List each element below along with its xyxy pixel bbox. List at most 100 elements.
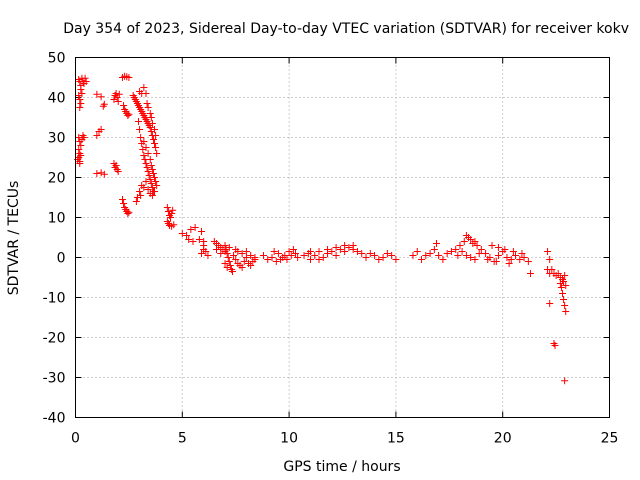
data-point (238, 250, 246, 257)
data-point (97, 93, 105, 101)
data-point (358, 250, 366, 257)
data-point (561, 272, 569, 279)
data-point (353, 248, 361, 255)
data-point (93, 90, 101, 98)
data-point (285, 248, 293, 255)
data-point (76, 104, 84, 111)
data-point (152, 132, 160, 139)
data-point (462, 252, 470, 259)
data-point (142, 178, 150, 185)
data-point (306, 256, 314, 263)
data-point (120, 200, 128, 207)
data-point (100, 170, 108, 178)
data-point (189, 238, 197, 245)
data-point (146, 124, 154, 131)
data-point (270, 248, 278, 255)
data-point (230, 252, 238, 259)
y-tick-label: -10 (43, 291, 66, 307)
data-point (560, 296, 568, 303)
data-point (140, 152, 148, 159)
data-point (477, 246, 485, 253)
data-point (524, 258, 532, 265)
data-point (77, 86, 85, 93)
data-point (471, 256, 479, 263)
data-point (482, 250, 490, 257)
data-point (78, 90, 86, 97)
data-point (148, 120, 156, 127)
data-point (143, 164, 151, 171)
data-point (167, 214, 175, 221)
data-point (191, 224, 199, 231)
data-point (153, 150, 161, 157)
data-point (198, 228, 206, 235)
data-point (430, 246, 438, 253)
data-point (467, 236, 475, 243)
data-point (147, 114, 155, 121)
data-point (238, 264, 246, 271)
data-point (146, 176, 154, 183)
y-tick-label: 40 (48, 91, 66, 107)
data-point (148, 192, 156, 199)
data-point (75, 146, 83, 153)
data-point (228, 268, 236, 275)
x-tick-label: 5 (178, 431, 187, 447)
data-point (76, 96, 84, 103)
data-point (501, 246, 509, 253)
data-point (124, 210, 132, 217)
data-point (518, 250, 526, 257)
data-point (195, 236, 203, 243)
data-point (153, 182, 161, 189)
data-point (147, 180, 155, 187)
data-point (198, 250, 206, 257)
y-axis-label: SDTVAR / TECUs (6, 181, 22, 296)
data-point (185, 236, 193, 243)
data-point (124, 112, 132, 119)
data-point (80, 134, 88, 141)
data-point (170, 221, 178, 229)
data-point (520, 254, 528, 261)
data-point (324, 246, 332, 253)
data-point (447, 248, 455, 255)
data-point (294, 254, 302, 261)
data-point (225, 244, 233, 251)
data-point (242, 248, 250, 255)
data-point (151, 126, 159, 133)
data-point (439, 256, 447, 263)
data-point (204, 252, 212, 259)
data-point (221, 260, 229, 267)
data-point (148, 184, 156, 191)
data-point (426, 250, 434, 257)
data-point (144, 186, 152, 193)
data-point (132, 198, 140, 205)
data-point (77, 100, 85, 107)
data-point (187, 226, 195, 233)
data-point (418, 256, 426, 263)
data-point (341, 248, 349, 255)
data-point (460, 238, 468, 245)
x-tick-label: 20 (494, 431, 512, 447)
data-point (494, 252, 502, 259)
data-point (97, 126, 105, 133)
data-point (332, 244, 340, 251)
data-point (546, 256, 554, 263)
grid (75, 57, 610, 418)
data-point (492, 258, 500, 265)
data-point (375, 256, 383, 263)
data-point (300, 252, 308, 259)
data-point (148, 166, 156, 173)
data-point (371, 252, 379, 259)
data-point (151, 140, 159, 147)
data-point (142, 160, 150, 167)
x-tick-label: 0 (71, 431, 80, 447)
x-tick-label: 15 (387, 431, 405, 447)
data-point (336, 246, 344, 253)
x-tick-label: 25 (601, 431, 619, 447)
data-point (114, 98, 122, 105)
data-point (319, 254, 327, 261)
data-point (146, 156, 154, 163)
data-point (100, 100, 108, 108)
data-point (345, 244, 353, 251)
data-point (562, 308, 570, 315)
chart-title: Day 354 of 2023, Sidereal Day-to-day VTE… (63, 21, 629, 37)
